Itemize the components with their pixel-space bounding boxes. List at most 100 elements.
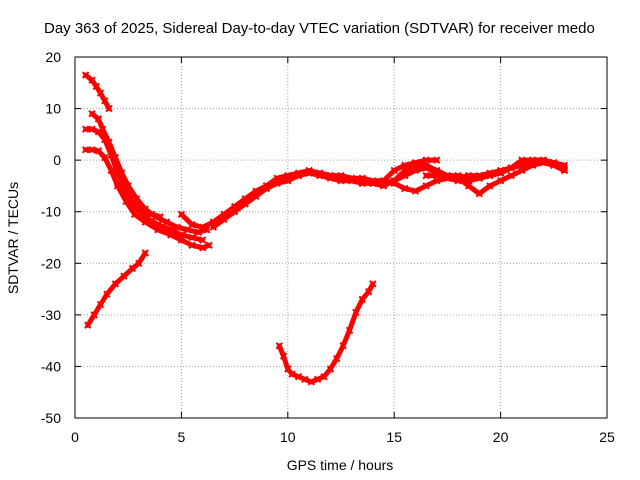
y-tick-label: -30: [41, 307, 61, 323]
data-point: [528, 156, 537, 164]
data-point: [107, 166, 115, 175]
data-point: [433, 156, 441, 164]
data-point: [90, 311, 98, 319]
data-point: [337, 174, 345, 182]
data-point: [401, 184, 409, 193]
data-point: [94, 147, 103, 155]
data-point: [352, 308, 360, 316]
data-point: [326, 171, 335, 180]
data-point: [94, 128, 103, 136]
data-point: [88, 110, 96, 118]
data-point: [411, 166, 420, 175]
data-point: [518, 166, 526, 175]
data-point: [156, 213, 164, 221]
data-point: [105, 104, 113, 113]
data-point: [496, 177, 505, 185]
data-point: [230, 208, 239, 216]
data-point: [252, 189, 260, 198]
data-point: [167, 231, 175, 239]
data-point: [209, 223, 218, 231]
data-point: [162, 218, 171, 226]
data-point: [390, 179, 398, 188]
x-tick-label: 25: [599, 429, 615, 445]
data-point: [177, 210, 186, 219]
data-point: [475, 189, 484, 198]
data-point: [273, 174, 281, 182]
data-point: [198, 223, 207, 231]
axes: [74, 56, 608, 419]
data-point: [464, 182, 473, 190]
data-point: [464, 174, 473, 182]
data-point: [379, 177, 388, 185]
data-point: [411, 187, 420, 195]
data-point: [154, 226, 162, 234]
y-tick-label: -20: [41, 255, 61, 271]
x-axis-label: GPS time / hours: [287, 457, 394, 473]
data-point: [326, 365, 335, 373]
data-point: [103, 290, 111, 298]
data-point: [496, 169, 505, 177]
data-point: [130, 210, 139, 219]
data-point: [107, 151, 115, 159]
data-point: [141, 249, 149, 257]
data-point: [518, 159, 526, 167]
y-axis-label: SDTVAR / TECUs: [5, 182, 21, 294]
data-point: [88, 146, 96, 154]
data-point: [120, 272, 128, 280]
series-arc-4: [83, 147, 212, 251]
data-point: [188, 241, 196, 249]
data-point: [96, 300, 105, 309]
x-tick-label: 20: [493, 429, 509, 445]
data-point: [101, 97, 109, 105]
data-point: [339, 342, 347, 350]
data-point: [135, 259, 143, 267]
data-point: [347, 177, 356, 185]
data-point: [262, 182, 271, 190]
x-tick-label: 10: [280, 429, 296, 445]
data-point: [101, 153, 109, 162]
series-arc-7: [276, 281, 376, 385]
data-point: [422, 182, 430, 190]
data-point: [475, 174, 484, 182]
data-point: [560, 161, 569, 170]
data-point: [401, 171, 409, 180]
data-point: [88, 76, 96, 84]
data-point: [422, 156, 430, 164]
data-point: [139, 208, 147, 216]
data-point: [486, 171, 494, 180]
data-point: [128, 264, 137, 273]
data-point: [411, 159, 420, 167]
data-point: [433, 171, 441, 180]
data-point: [358, 295, 366, 304]
data-point: [275, 342, 283, 350]
data-point: [198, 236, 207, 244]
data-point: [111, 280, 120, 288]
data-point: [358, 179, 366, 188]
data-point: [133, 202, 141, 211]
data-point: [507, 171, 515, 180]
data-point: [96, 89, 105, 97]
x-tick-label: 5: [178, 429, 186, 445]
data-point: [333, 354, 341, 363]
data-point: [422, 171, 430, 180]
y-tick-label: -10: [41, 204, 61, 220]
tick-labels: 0 5 10 15 20 25 20 10 0 -10 -20 -30 -40 -50: [41, 49, 615, 445]
plot-frame: [74, 56, 608, 419]
data-point: [313, 375, 322, 384]
data-point: [101, 135, 109, 144]
data-point: [507, 164, 515, 172]
data-point: [88, 125, 96, 133]
data-point: [220, 215, 228, 224]
data-point: [126, 195, 135, 203]
data-point: [141, 218, 149, 226]
data-point: [94, 115, 103, 123]
data-point: [454, 171, 462, 180]
data-point: [443, 171, 452, 180]
series-arc-1: [83, 72, 112, 112]
data-point: [422, 164, 430, 172]
data-point: [305, 166, 313, 175]
data-point: [294, 169, 303, 177]
data-point: [188, 220, 196, 229]
x-tick-label: 15: [386, 429, 402, 445]
